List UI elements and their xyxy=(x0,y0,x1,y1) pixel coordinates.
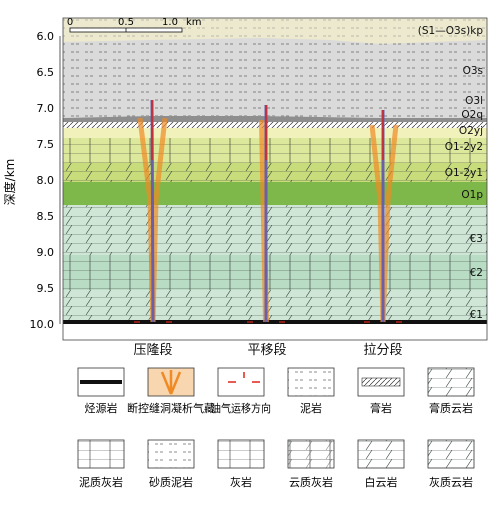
legend-item-calcareous-dolomite: 灰质云岩 xyxy=(427,439,475,489)
y-tick-10-0: 10.0 xyxy=(30,318,55,331)
legend-item-source-rock: 烃源岩 xyxy=(77,367,125,415)
legend-label-migration: 油气运移方向 xyxy=(211,401,271,415)
segment-label-extension: 拉分段 xyxy=(363,343,402,358)
y-tick-6-0: 6.0 xyxy=(37,30,55,43)
formation-label-kp: (S1—O3s)kp xyxy=(418,25,484,37)
fault-zone-compression xyxy=(137,99,168,323)
layer-o2yj xyxy=(63,128,487,138)
layer-o1p xyxy=(63,182,487,205)
legend-label-limestone: 灰岩 xyxy=(230,475,252,489)
scale-label-05: 0.5 xyxy=(118,17,134,28)
legend-item-limestone: 灰岩 xyxy=(217,439,265,489)
legend-item-gypsum: 膏岩 xyxy=(357,367,405,415)
formation-label-o3s: O3s xyxy=(463,65,483,77)
segment-label-compression: 压隆段 xyxy=(133,343,172,358)
legend-label-argillaceous-limestone: 泥质灰岩 xyxy=(79,475,123,489)
y-tick-8-5: 8.5 xyxy=(37,210,55,223)
layer-e1-pattern xyxy=(63,290,487,322)
formation-label-o12y2: O1-2y2 xyxy=(445,141,483,153)
formation-label-o1p: O1p xyxy=(461,189,483,201)
legend-label-dolomite: 白云岩 xyxy=(365,475,398,489)
layer-o12y1-pattern xyxy=(63,163,487,182)
formation-label-e3: €3 xyxy=(470,233,483,245)
legend-label-calcareous-dolomite: 灰质云岩 xyxy=(429,475,473,489)
basement xyxy=(63,322,487,340)
scale-label-10: 1.0 xyxy=(162,17,178,28)
formation-label-o12y1: O1-2y1 xyxy=(445,167,483,179)
segment-labels: 压隆段 平移段 拉分段 xyxy=(133,343,402,358)
plot-frame xyxy=(62,17,488,341)
formation-labels: (S1—O3s)kp O3s O3l O2q O2yj O1-2y2 O1-2y… xyxy=(418,25,484,321)
layer-e2-pattern xyxy=(63,255,487,290)
formation-label-o2yj: O2yj xyxy=(459,125,483,137)
legend-label-sandy-mudstone: 砂质泥岩 xyxy=(149,475,193,489)
y-tick-7-5: 7.5 xyxy=(37,138,55,151)
legend-item-migration: 油气运移方向 xyxy=(211,367,271,415)
legend: 烃源岩 断控缝洞凝析气藏 油气运移方向 泥岩 膏岩 膏质云岩 泥质灰岩 xyxy=(77,367,475,489)
scale-unit: km xyxy=(186,17,202,28)
layer-o2q xyxy=(63,122,487,128)
layer-o3l xyxy=(63,116,487,122)
formation-label-o3l: O3l xyxy=(465,95,483,107)
scale-label-0: 0 xyxy=(67,17,73,28)
y-axis-label: 深度/km xyxy=(2,159,17,206)
legend-label-gypsum: 膏岩 xyxy=(370,401,392,415)
y-tick-9-0: 9.0 xyxy=(37,246,55,259)
fault-zone-extension xyxy=(369,110,399,323)
legend-item-gypsum-dolomite: 膏质云岩 xyxy=(427,367,475,415)
y-tick-9-5: 9.5 xyxy=(37,282,55,295)
scale-bar: 0 0.5 1.0 km xyxy=(67,17,202,33)
legend-item-dolomitic-limestone: 云质灰岩 xyxy=(287,439,335,489)
cross-section xyxy=(63,18,487,340)
legend-item-argillaceous-limestone: 泥质灰岩 xyxy=(77,439,125,489)
legend-label-gypsum-dolomite: 膏质云岩 xyxy=(429,401,473,415)
formation-label-e1: €1 xyxy=(470,309,483,321)
layer-o3s-pattern xyxy=(63,38,487,118)
y-tick-6-5: 6.5 xyxy=(37,66,55,79)
legend-item-sandy-mudstone: 砂质泥岩 xyxy=(147,439,195,489)
fault-zone-strike-slip xyxy=(259,105,269,323)
legend-label-dolomitic-limestone: 云质灰岩 xyxy=(289,475,333,489)
layer-e3-pattern xyxy=(63,205,487,255)
legend-label-source-rock: 烃源岩 xyxy=(85,401,118,415)
y-axis: 深度/km 6.0 6.5 7.0 7.5 8.0 8.5 9.0 9.5 10… xyxy=(2,30,61,331)
formation-label-o2q: O2q xyxy=(461,109,483,121)
y-tick-7-0: 7.0 xyxy=(37,102,55,115)
segment-label-strike-slip: 平移段 xyxy=(247,343,286,358)
legend-item-dolomite: 白云岩 xyxy=(357,439,405,489)
legend-label-fault-cave: 断控缝洞凝析气藏 xyxy=(127,401,215,415)
legend-item-fault-cave: 断控缝洞凝析气藏 xyxy=(127,367,215,415)
legend-item-mudstone: 泥岩 xyxy=(287,367,335,415)
layer-o12y2-pattern xyxy=(63,138,487,163)
formation-label-e2: €2 xyxy=(470,267,483,279)
y-tick-8-0: 8.0 xyxy=(37,174,55,187)
legend-label-mudstone: 泥岩 xyxy=(300,401,322,415)
